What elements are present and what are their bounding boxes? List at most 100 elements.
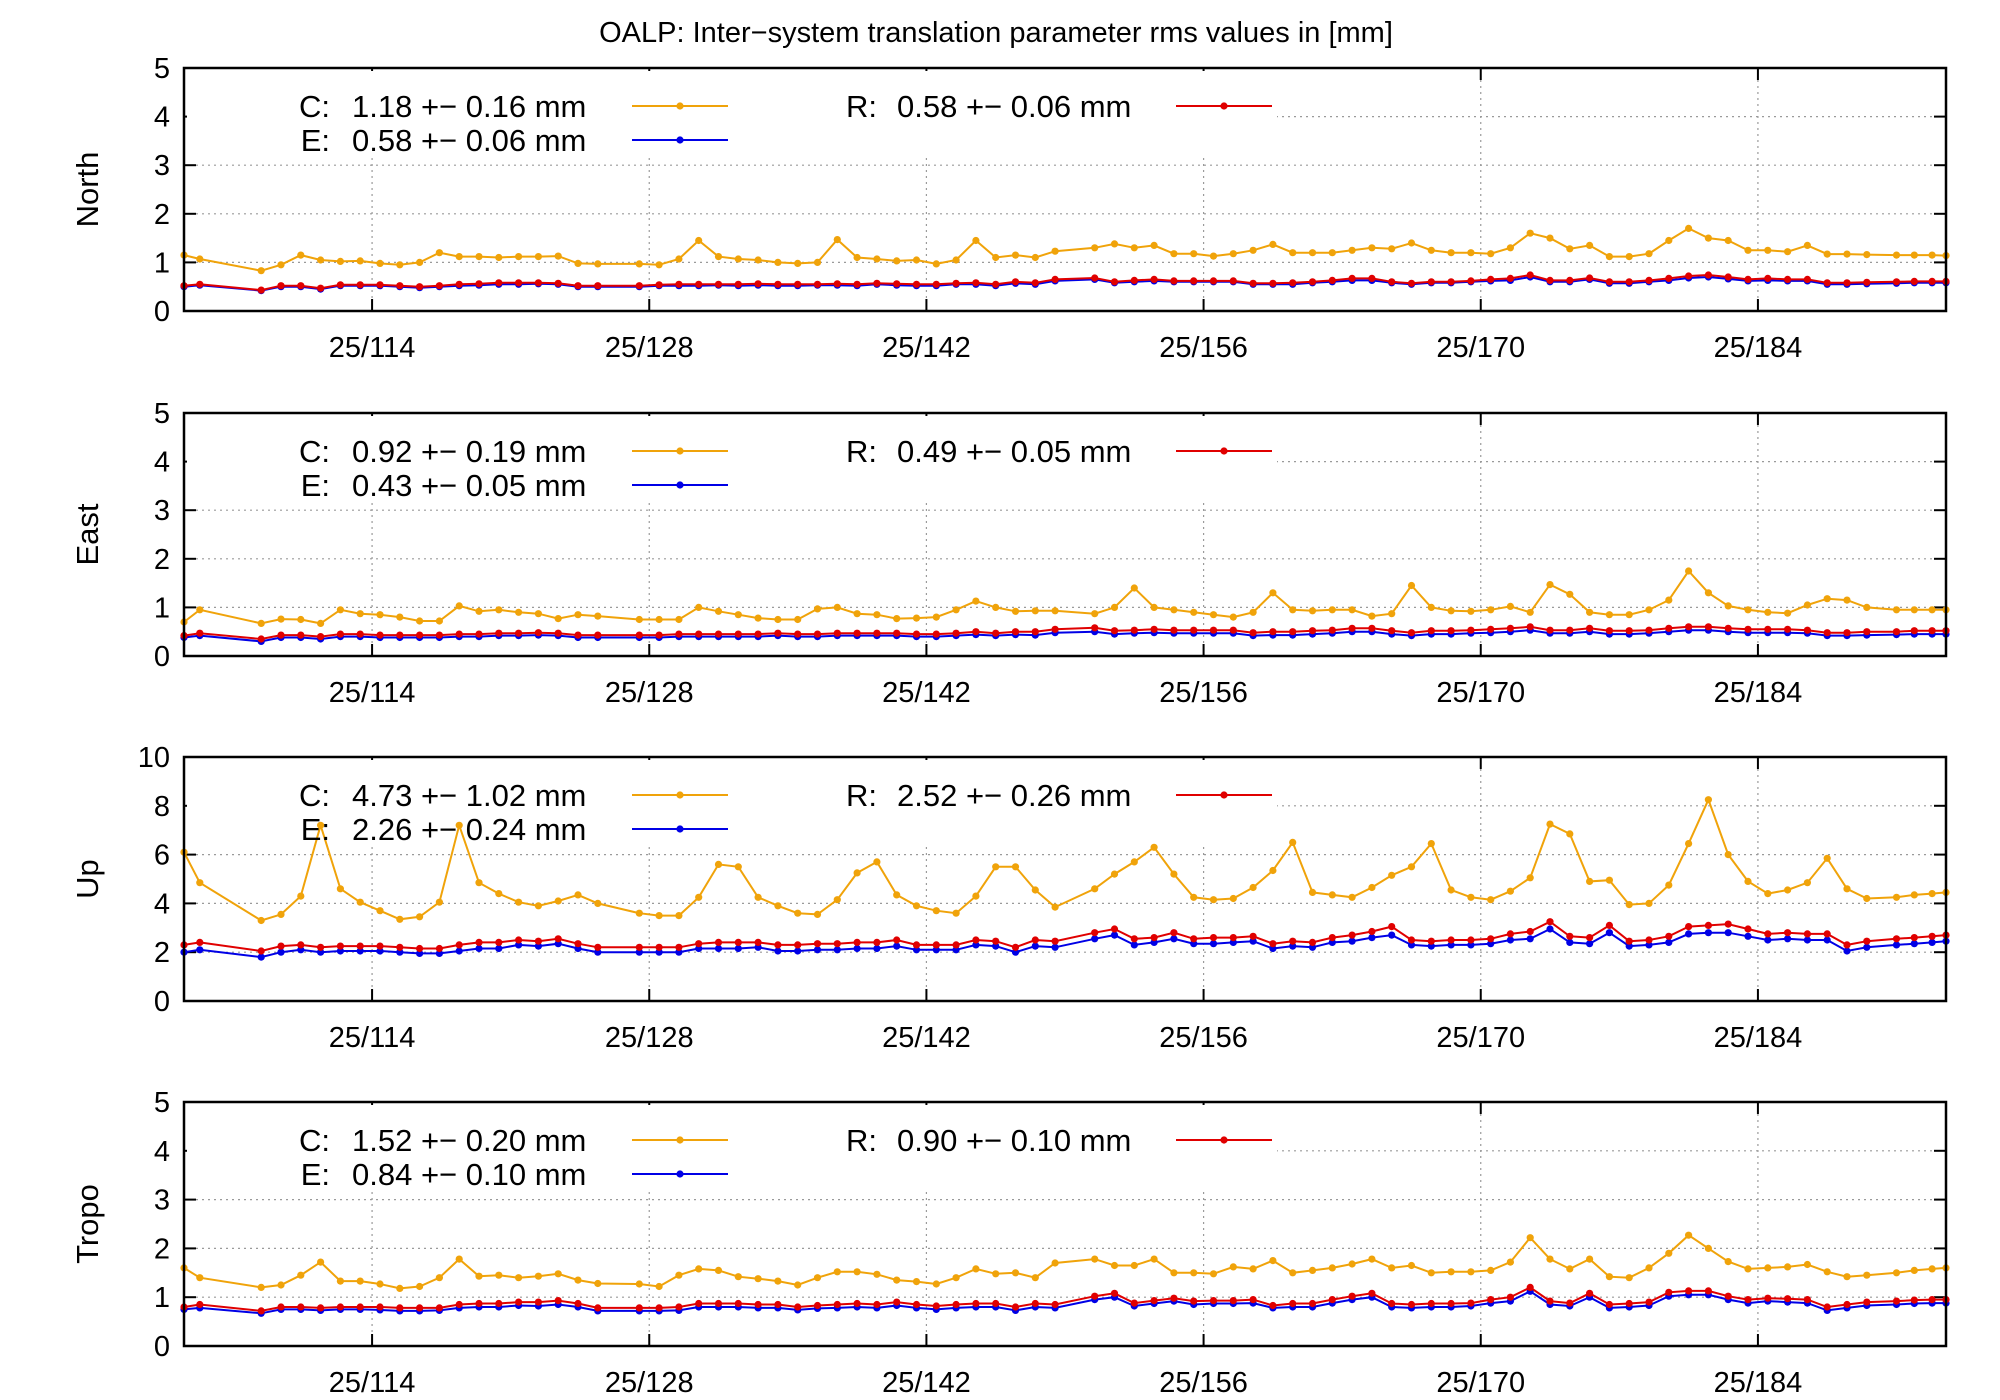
legend-swatch-point-c	[676, 447, 684, 455]
data-point-r	[1130, 276, 1138, 284]
data-point-r	[873, 629, 881, 637]
data-point-c	[1892, 251, 1901, 259]
data-point-c	[396, 1284, 404, 1292]
data-point-r	[1249, 279, 1257, 287]
legend-value-e: 2.26 +− 0.24 mm	[352, 812, 586, 847]
data-point-r	[734, 1299, 742, 1308]
data-point-c	[515, 898, 523, 906]
y-tick-label: 0	[154, 986, 170, 1018]
legend-value-c: 4.73 +− 1.02 mm	[352, 778, 586, 813]
data-point-r	[893, 1298, 901, 1306]
data-point-c	[734, 255, 742, 263]
data-point-r	[754, 1300, 762, 1309]
x-tick-label: 25/142	[882, 332, 971, 364]
data-point-c	[1764, 608, 1772, 616]
data-point-c	[515, 253, 523, 261]
data-point-r	[1910, 934, 1918, 942]
data-point-c	[714, 607, 723, 615]
data-point-r	[952, 279, 960, 287]
data-point-c	[277, 910, 285, 919]
data-point-c	[1328, 1264, 1336, 1272]
data-point-c	[1249, 1265, 1257, 1273]
data-point-r	[1863, 628, 1871, 636]
data-point-r	[1051, 625, 1059, 633]
data-point-e	[1031, 942, 1039, 950]
data-point-r	[853, 1299, 861, 1308]
data-point-c	[1645, 606, 1653, 614]
data-point-r	[1209, 626, 1218, 634]
data-point-c	[515, 608, 523, 616]
data-point-r	[635, 631, 643, 639]
data-point-r	[675, 280, 683, 288]
data-point-r	[1269, 1301, 1277, 1310]
data-point-r	[257, 635, 265, 643]
data-point-r	[1348, 274, 1356, 282]
data-point-c	[336, 257, 344, 265]
data-point-r	[1566, 276, 1574, 284]
data-point-r	[594, 1304, 602, 1312]
data-point-r	[1605, 278, 1613, 286]
y-tick-label: 5	[154, 398, 170, 430]
data-point-r	[1784, 929, 1792, 937]
data-point-c	[534, 902, 543, 910]
data-point-c	[873, 611, 881, 619]
plot-frame	[182, 755, 1948, 1003]
data-point-c	[1892, 893, 1901, 901]
data-point-c	[1605, 876, 1613, 884]
data-point-c	[932, 260, 940, 268]
data-point-c	[1110, 1261, 1119, 1270]
data-point-c	[1011, 607, 1020, 615]
data-point-r	[912, 280, 921, 288]
data-point-r	[1031, 1299, 1039, 1308]
data-point-c	[1645, 1264, 1653, 1272]
data-point-e	[1110, 931, 1119, 939]
data-point-c	[1091, 610, 1099, 618]
data-point-r	[1170, 1294, 1178, 1302]
data-point-r	[1506, 624, 1514, 632]
series-line-e	[183, 927, 1947, 959]
data-point-r	[1744, 625, 1752, 633]
data-point-c	[833, 896, 841, 904]
data-point-e	[1506, 936, 1514, 944]
data-point-r	[1803, 1296, 1811, 1304]
data-point-c	[1308, 1266, 1317, 1274]
data-point-r	[594, 943, 602, 951]
data-point-r	[1586, 1289, 1594, 1297]
x-tick-label: 25/142	[882, 1022, 971, 1054]
data-point-r	[1170, 277, 1178, 285]
data-point-c	[992, 253, 1000, 262]
data-point-e	[1724, 929, 1732, 937]
data-point-e	[893, 942, 901, 950]
data-point-c	[794, 259, 802, 267]
data-point-c	[1764, 246, 1772, 254]
x-tick-label: 25/156	[1159, 677, 1248, 709]
data-point-r	[435, 631, 443, 639]
data-point-r	[695, 280, 703, 288]
data-point-c	[396, 613, 404, 621]
data-point-r	[714, 938, 723, 947]
data-point-r	[396, 1304, 404, 1312]
data-point-c	[1110, 870, 1119, 878]
data-point-c	[1526, 874, 1534, 882]
data-point-c	[1150, 843, 1158, 851]
data-point-r	[1388, 923, 1396, 931]
data-point-e	[1388, 931, 1396, 939]
data-point-e	[853, 944, 861, 953]
data-point-c	[1229, 613, 1237, 621]
x-tick-label: 25/128	[605, 1022, 694, 1054]
data-point-c	[1546, 234, 1554, 242]
data-point-c	[1130, 244, 1138, 252]
y-tick-label: 2	[154, 199, 170, 231]
data-point-e	[1704, 929, 1712, 937]
data-point-r	[1665, 1288, 1673, 1296]
data-point-r	[1388, 627, 1396, 635]
legend-background	[187, 1105, 1277, 1189]
data-point-r	[1566, 932, 1574, 940]
data-point-r	[277, 1303, 285, 1311]
data-point-c	[1170, 606, 1178, 614]
data-point-c	[1704, 589, 1712, 597]
data-point-r	[1704, 271, 1712, 279]
data-point-r	[774, 629, 782, 637]
y-tick-label: 4	[154, 1136, 170, 1168]
data-point-c	[1091, 885, 1099, 893]
